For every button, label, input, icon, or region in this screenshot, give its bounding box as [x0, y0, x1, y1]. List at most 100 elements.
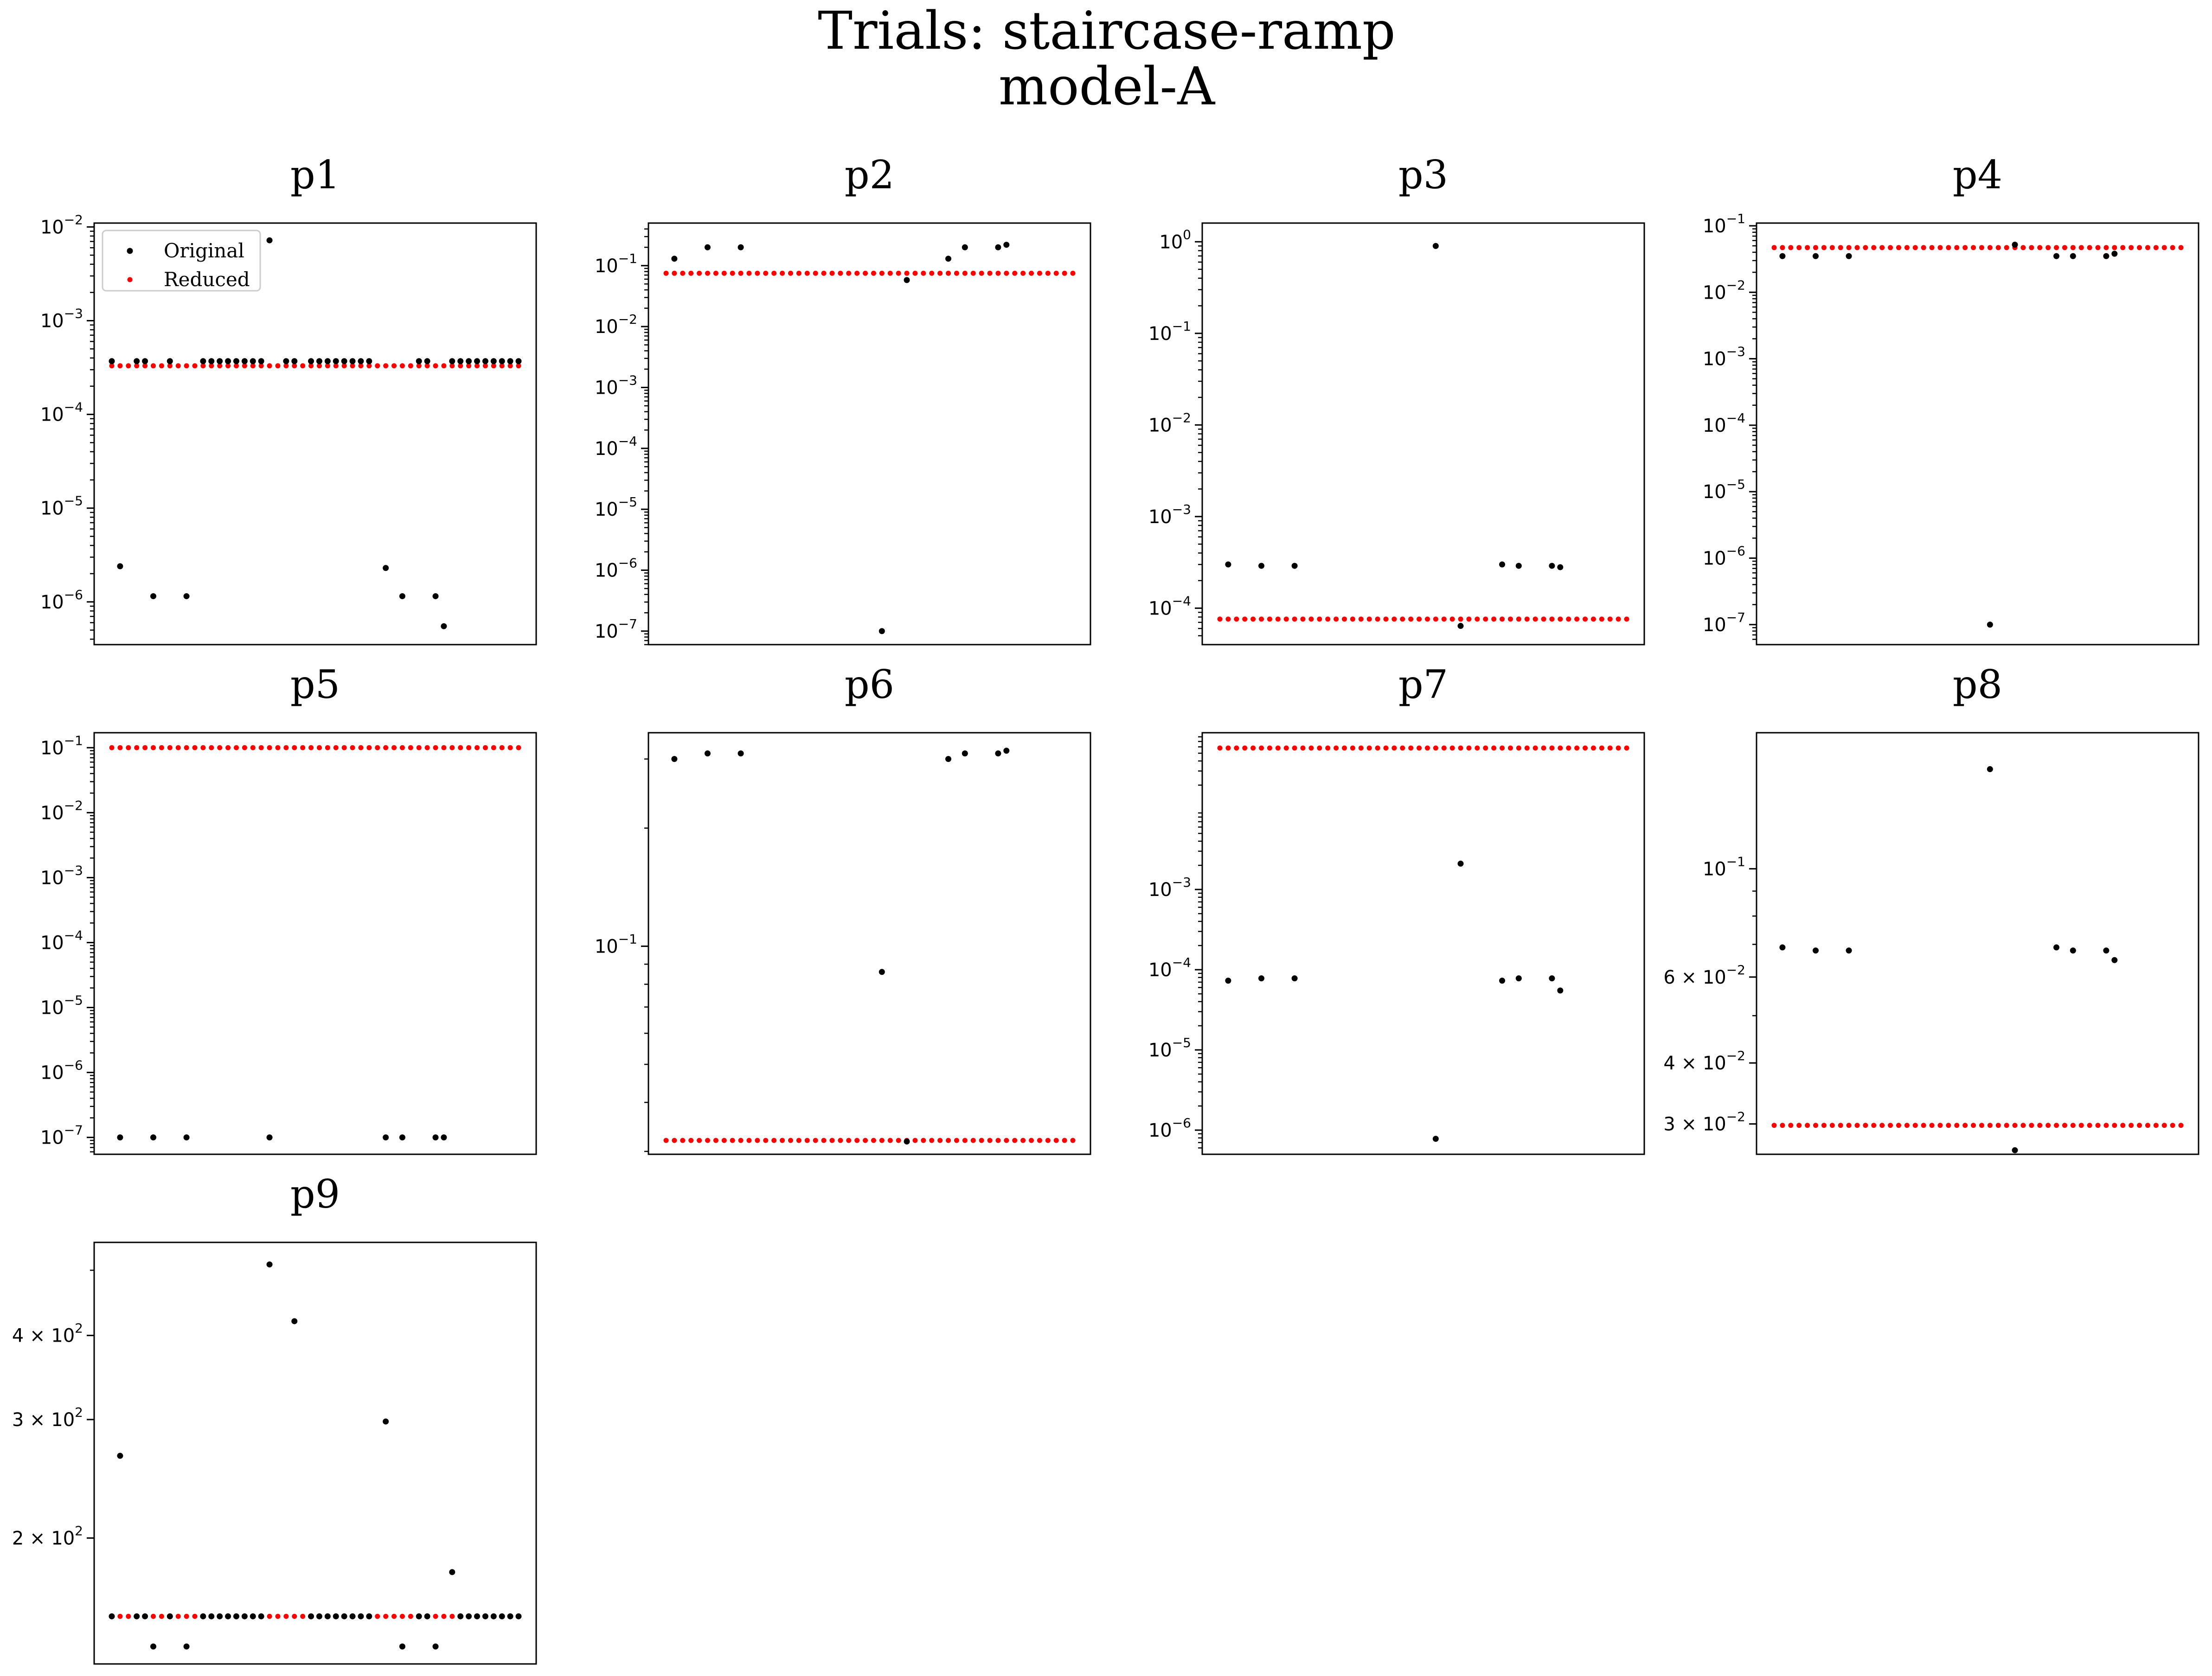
original-point	[383, 1418, 389, 1425]
y-tick-label: 10−5	[40, 493, 83, 519]
reduced-point	[1383, 616, 1389, 622]
original-point	[183, 1134, 190, 1141]
original-point	[225, 358, 231, 365]
reduced-point	[1037, 1138, 1042, 1143]
reduced-point	[192, 1613, 198, 1619]
original-point	[2053, 944, 2060, 951]
reduced-point	[697, 270, 702, 276]
reduced-point	[1904, 1123, 1910, 1128]
reduced-point	[680, 270, 686, 276]
reduced-point	[1441, 616, 1447, 622]
original-point	[1812, 253, 1819, 259]
reduced-point	[507, 745, 513, 750]
reduced-point	[2029, 1123, 2034, 1128]
reduced-point	[1283, 616, 1289, 622]
panel-title: p3	[1398, 152, 1448, 198]
reduced-point	[1375, 745, 1380, 751]
y-tick-label: 10−2	[40, 798, 83, 824]
reduced-point	[2178, 245, 2184, 250]
reduced-point	[1871, 245, 1877, 250]
reduced-point	[1780, 1123, 1785, 1128]
reduced-point	[1391, 616, 1397, 622]
reduced-point	[275, 363, 281, 369]
reduced-point	[491, 363, 496, 369]
original-point	[134, 1613, 140, 1619]
y-tick-label: 10−6	[1703, 544, 1745, 569]
y-tick-label: 10−7	[1703, 610, 1745, 636]
reduced-point	[2062, 1123, 2067, 1128]
y-tick-label: 10−3	[1703, 344, 1745, 370]
reduced-point	[1250, 745, 1256, 751]
reduced-point	[1962, 245, 1968, 250]
original-point	[474, 1613, 481, 1619]
reduced-point	[1250, 616, 1256, 622]
reduced-point	[458, 363, 463, 369]
reduced-point	[383, 363, 389, 369]
reduced-point	[499, 745, 505, 750]
reduced-point	[142, 363, 148, 369]
reduced-point	[2070, 245, 2076, 250]
reduced-point	[267, 363, 272, 369]
reduced-point	[1507, 616, 1513, 622]
y-tick-label: 10−7	[40, 1123, 83, 1149]
panel-p6: p6 10−1	[595, 662, 1091, 1155]
panel-p4: p4 10−7 10−6 10−5 10−4 10−3 10−2 10−1	[1703, 152, 2199, 646]
reduced-point	[1541, 745, 1546, 751]
y-tick-label: 10−2	[595, 312, 637, 338]
original-point	[482, 1613, 488, 1619]
original-point	[200, 1613, 206, 1619]
reduced-point	[871, 1138, 876, 1143]
reduced-point	[1854, 245, 1860, 250]
reduced-point	[1062, 1138, 1067, 1143]
reduced-point	[1358, 616, 1364, 622]
original-point	[995, 750, 1001, 757]
reduced-point	[1424, 745, 1430, 751]
reduced-point	[1805, 245, 1810, 250]
reduced-point	[1921, 1123, 1926, 1128]
reduced-point	[746, 270, 752, 276]
reduced-point	[2161, 245, 2167, 250]
reduced-point	[1888, 1123, 1893, 1128]
reduced-point	[1350, 745, 1355, 751]
reduced-point	[755, 1138, 760, 1143]
reduced-point	[1854, 1123, 1860, 1128]
original-point	[424, 1613, 430, 1619]
reduced-point	[1558, 616, 1563, 622]
reduced-point	[1341, 616, 1347, 622]
reduced-point	[184, 1613, 189, 1619]
original-point	[904, 277, 910, 283]
reduced-point	[1020, 270, 1026, 276]
original-point	[1549, 975, 1555, 982]
original-point	[737, 244, 744, 250]
original-point	[308, 358, 314, 365]
reduced-point	[1258, 616, 1264, 622]
original-point	[117, 1452, 123, 1459]
reduced-point	[1829, 245, 1835, 250]
original-point	[208, 1613, 215, 1619]
reduced-point	[1937, 1123, 1943, 1128]
original-point	[399, 593, 405, 600]
original-point	[217, 1613, 223, 1619]
original-point	[349, 358, 356, 365]
reduced-point	[1971, 1123, 1976, 1128]
reduced-point	[1258, 745, 1264, 751]
reduced-point	[1904, 245, 1910, 250]
original-point	[366, 358, 372, 365]
reduced-point	[2120, 245, 2126, 250]
reduced-point	[730, 270, 735, 276]
panel-p9: p9 2 × 102 3 × 102 4 × 102	[12, 1171, 537, 1665]
original-point	[1779, 944, 1786, 951]
original-point	[1003, 242, 1010, 248]
reduced-point	[2020, 1123, 2026, 1128]
reduced-point	[2004, 245, 2009, 250]
original-point	[399, 1643, 405, 1650]
reduced-point	[721, 1138, 727, 1143]
reduced-point	[1391, 745, 1397, 751]
reduced-point	[2095, 1123, 2101, 1128]
reduced-point	[1516, 616, 1521, 622]
original-point	[878, 969, 885, 975]
reduced-point	[1062, 270, 1067, 276]
reduced-point	[300, 363, 306, 369]
reduced-point	[1929, 245, 1935, 250]
reduced-point	[1325, 616, 1331, 622]
